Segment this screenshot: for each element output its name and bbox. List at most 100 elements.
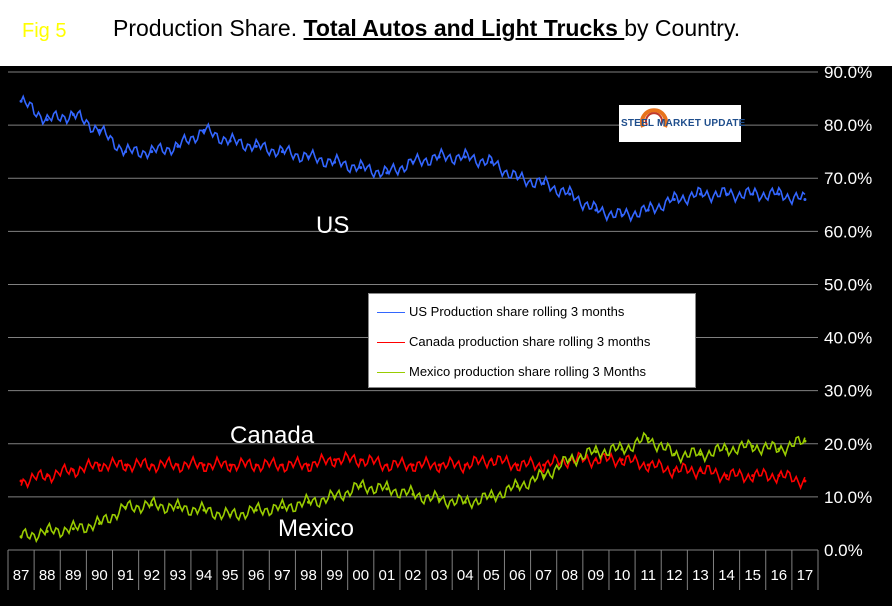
canada-series-point — [516, 463, 520, 467]
canada-series-point — [254, 463, 258, 467]
canada-series-point — [751, 474, 755, 478]
y-tick-label: 60.0% — [824, 222, 872, 241]
x-tick-label: 98 — [300, 567, 317, 584]
us-series-point — [803, 197, 807, 201]
x-tick-label: 94 — [196, 567, 213, 584]
us-series-point — [568, 192, 572, 196]
x-tick-label: 15 — [744, 567, 761, 584]
us-series-point — [463, 155, 467, 159]
logo-swoosh-icon — [640, 108, 668, 128]
legend-item-canada: Canada production share rolling 3 months — [377, 334, 650, 352]
x-tick-label: 90 — [91, 567, 108, 584]
mexico-series-point — [254, 508, 258, 512]
canada-series-point — [646, 463, 650, 467]
us-series-point — [228, 139, 232, 143]
x-tick-label: 08 — [561, 567, 578, 584]
us-series-point — [672, 197, 676, 201]
canada-annotation: Canada — [230, 422, 315, 449]
mexico-series-point — [97, 521, 101, 525]
chart-legend: US Production share rolling 3 months Can… — [368, 293, 696, 388]
canada-series-point — [489, 458, 493, 462]
y-tick-label: 10.0% — [824, 488, 872, 507]
canada-series-point — [124, 463, 128, 467]
legend-swatch-mexico — [377, 372, 405, 374]
x-tick-label: 91 — [117, 567, 134, 584]
canada-series-point — [725, 474, 729, 478]
legend-item-us: US Production share rolling 3 months — [377, 304, 624, 322]
canada-series-point — [594, 458, 598, 462]
us-annotation: US — [316, 212, 350, 239]
x-tick-label: 97 — [274, 567, 291, 584]
us-series-point — [97, 128, 101, 132]
us-series-point — [333, 160, 337, 164]
canada-series-point — [97, 463, 101, 467]
mexico-series-point — [646, 436, 650, 440]
canada-series-point — [176, 463, 180, 467]
mexico-series-point — [777, 447, 781, 451]
x-tick-label: 06 — [509, 567, 526, 584]
mexico-series-point — [176, 506, 180, 510]
us-series-point — [751, 192, 755, 196]
x-tick-label: 92 — [143, 567, 160, 584]
mexico-series-point — [516, 484, 520, 488]
x-tick-label: 12 — [666, 567, 683, 584]
steel-market-update-logo: STEEL MARKET UPDATE — [619, 105, 745, 142]
us-series-point — [777, 192, 781, 196]
us-series-point — [202, 128, 206, 132]
legend-label-canada: Canada production share rolling 3 months — [409, 334, 651, 349]
x-tick-label: 95 — [222, 567, 239, 584]
us-series-point — [45, 118, 49, 122]
y-tick-label: 70.0% — [824, 169, 872, 188]
y-tick-label: 90.0% — [824, 66, 872, 82]
mexico-series-point — [228, 513, 232, 517]
us-series-point — [385, 171, 389, 175]
us-series-point — [594, 208, 598, 212]
plot-area: 0.0% 10.0% 20.0% 30.0% 40.0% 50.0% 60.0% 70.0% 8… — [0, 66, 892, 606]
canada-series-point — [359, 458, 363, 462]
x-tick-label: 14 — [718, 567, 735, 584]
x-tick-label: 00 — [352, 567, 369, 584]
us-series-point — [489, 160, 493, 164]
x-tick-label: 09 — [588, 567, 605, 584]
title-part-bold: Total Autos and Light Trucks — [303, 15, 625, 41]
x-tick-label: 96 — [248, 567, 265, 584]
canada-series-point — [803, 479, 807, 483]
legend-label-us: US Production share rolling 3 months — [409, 304, 625, 319]
canada-series-point — [280, 463, 284, 467]
us-series-point — [359, 166, 363, 170]
us-series-point — [306, 155, 310, 159]
us-series-point — [542, 182, 546, 186]
canada-series-point — [306, 463, 310, 467]
canada-series-point — [71, 468, 75, 472]
x-tick-label: 13 — [692, 567, 709, 584]
us-series-point — [280, 150, 284, 154]
us-series-point — [437, 155, 441, 159]
mexico-series-point — [751, 444, 755, 448]
title-part-3: by Country. — [624, 15, 741, 41]
mexico-series-point — [124, 506, 128, 510]
canada-series-point — [45, 474, 49, 478]
x-tick-label: 10 — [614, 567, 631, 584]
us-series-point — [411, 160, 415, 164]
mexico-series-point — [489, 495, 493, 499]
logo-text: STEEL MARKET UPDATE — [621, 118, 746, 129]
us-series-point — [124, 150, 128, 154]
chart-header: Fig 5 Production Share. Total Autos and … — [0, 0, 892, 66]
canada-series-line — [20, 450, 806, 491]
x-tick-label: 99 — [326, 567, 343, 584]
x-tick-label: 93 — [169, 567, 186, 584]
canada-series-point — [620, 458, 624, 462]
mexico-series-point — [437, 498, 441, 502]
mexico-series-line — [20, 431, 806, 544]
x-tick-label: 05 — [483, 567, 500, 584]
canada-series-point — [411, 463, 415, 467]
mexico-series-point — [150, 503, 154, 507]
us-series-point — [71, 112, 75, 116]
mexico-series-point — [359, 484, 363, 488]
mexico-series-point — [411, 492, 415, 496]
figure-label: Fig 5 — [22, 20, 67, 42]
mexico-series-point — [385, 487, 389, 491]
canada-series-point — [463, 463, 467, 467]
mexico-series-point — [725, 447, 729, 451]
us-series-point — [698, 192, 702, 196]
